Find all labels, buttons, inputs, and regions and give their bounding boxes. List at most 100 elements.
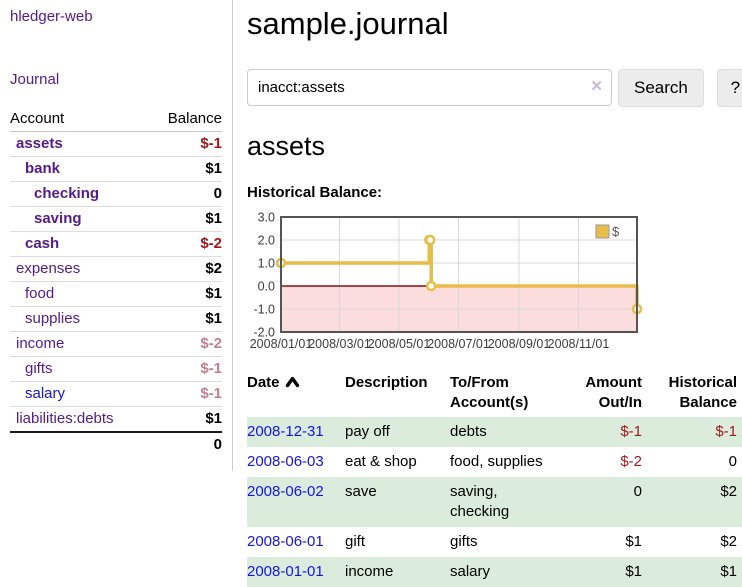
register-body: 2008-12-31 pay off debts $-1 $-1 2008-06-03 ea… — [247, 417, 742, 587]
sidebar-balance-value: $1 — [149, 206, 222, 232]
sidebar-account-cell: gifts — [10, 356, 150, 382]
svg-text:2008/09/01: 2008/09/01 — [488, 337, 551, 351]
register-date-cell: 2008-06-03 — [247, 447, 345, 477]
historical-balance-label: Historical Balance: — [247, 184, 383, 202]
register-amount-cell: 0 — [633, 483, 642, 501]
sidebar-account-salary[interactable]: salary — [25, 385, 66, 402]
svg-text:1.0: 1.0 — [258, 257, 275, 271]
register-description-cell: gift — [345, 533, 366, 551]
sidebar: hledger-web Journal Account Balance asse… — [0, 0, 233, 471]
sidebar-balance-row: salary $-1 — [10, 381, 222, 407]
sidebar-balance-value: 0 — [149, 181, 222, 207]
description-column-header: Description — [345, 374, 428, 392]
register-row: 2008-06-02 save saving, checking 0 $2 — [247, 477, 742, 528]
sidebar-balance-row: income $-2 — [10, 331, 222, 357]
sidebar-balance-row: food $1 — [10, 281, 222, 307]
date-column-header[interactable]: Date — [247, 369, 345, 417]
sidebar-account-expenses[interactable]: expenses — [16, 260, 81, 277]
svg-text:$: $ — [612, 224, 620, 239]
search-input[interactable] — [247, 69, 612, 107]
sidebar-balance-value: $-2 — [149, 331, 222, 357]
sidebar-account-income[interactable]: income — [16, 335, 65, 352]
sidebar-account-checking[interactable]: checking — [34, 185, 100, 202]
sidebar-account-gifts[interactable]: gifts — [25, 360, 53, 377]
sidebar-account-supplies[interactable]: supplies — [25, 310, 81, 327]
svg-text:2008/11/01: 2008/11/01 — [548, 337, 610, 351]
transaction-date-link[interactable]: 2008-06-01 — [247, 533, 324, 551]
sort-ascending-icon — [285, 377, 299, 388]
register-date-cell: 2008-01-01 — [247, 557, 345, 587]
sidebar-balances-body: assets $-1 bank $1 checking 0 saving $1 cash $-2 e… — [10, 131, 222, 433]
sidebar-balance-row: bank $1 — [10, 156, 222, 182]
sidebar-balance-row: saving $1 — [10, 206, 222, 232]
sidebar-balance-row: liabilities:debts $1 — [10, 406, 222, 433]
register-accounts-cell: saving, checking — [450, 483, 510, 521]
register-balance-cell: 0 — [728, 453, 737, 471]
register-accounts-cell: food, supplies — [450, 453, 543, 471]
clear-search-icon[interactable]: ✕ — [590, 78, 603, 96]
sidebar-account-cell: expenses — [10, 256, 150, 282]
account-heading: assets — [247, 130, 326, 161]
brand-link[interactable]: hledger-web — [10, 8, 93, 25]
help-button[interactable]: ? — [716, 68, 742, 107]
sidebar-account-cell: bank — [10, 156, 150, 182]
sidebar-account-food[interactable]: food — [25, 285, 55, 302]
sidebar-balance-row: checking 0 — [10, 181, 222, 207]
sidebar-balance-value: $1 — [149, 406, 222, 433]
accounts-column-header: To/From Account(s) — [450, 374, 529, 412]
sidebar-account-bank[interactable]: bank — [25, 160, 61, 177]
sidebar-balance-value: $-1 — [149, 381, 222, 407]
svg-text:-1.0: -1.0 — [253, 303, 275, 317]
historical-balance-chart[interactable]: $3.0 2.0 1.0 0.0 -1.0 -2.02008/01/012008/03/0… — [247, 211, 649, 353]
search-button[interactable]: Search — [618, 68, 704, 107]
sidebar-balance-row: expenses $2 — [10, 256, 222, 282]
register-amount-cell: $1 — [625, 563, 642, 581]
register-accounts-cell: gifts — [450, 533, 478, 551]
search-form: ✕ Search ? — [247, 68, 742, 107]
svg-text:2.0: 2.0 — [258, 234, 275, 248]
svg-text:-2.0: -2.0 — [253, 326, 275, 340]
register-row: 2008-12-31 pay off debts $-1 $-1 — [247, 417, 742, 448]
register-balance-cell: $1 — [720, 563, 737, 581]
transaction-date-link[interactable]: 2008-06-02 — [247, 483, 324, 501]
main-content: sample.journal ✕ Search ? assets Histori… — [233, 0, 742, 587]
svg-text:2008/05/01: 2008/05/01 — [368, 337, 431, 351]
sidebar-account-saving[interactable]: saving — [34, 210, 82, 227]
total-spacer — [10, 431, 150, 457]
date-header-label: Date — [247, 374, 280, 392]
account-column-header: Account — [10, 106, 150, 132]
register-amount-cell: $-2 — [620, 453, 642, 471]
register-description-cell: eat & shop — [345, 453, 417, 471]
sidebar-item-journal[interactable]: Journal — [10, 71, 60, 88]
sidebar-account-assets[interactable]: assets — [16, 135, 63, 152]
balance-column-header: Balance — [149, 106, 222, 132]
search-box: ✕ — [247, 69, 612, 107]
svg-text:2008/03/01: 2008/03/01 — [308, 337, 371, 351]
sidebar-account-cell: food — [10, 281, 150, 307]
register-amount-cell: $1 — [625, 533, 642, 551]
sidebar-account-cell: cash — [10, 231, 150, 257]
total-balance-value: 0 — [149, 431, 222, 457]
register-row: 2008-01-01 income salary $1 $1 — [247, 557, 742, 587]
svg-text:0.0: 0.0 — [258, 280, 275, 294]
sidebar-balance-value: $-1 — [149, 131, 222, 157]
transaction-date-link[interactable]: 2008-01-01 — [247, 563, 324, 581]
svg-text:3.0: 3.0 — [258, 211, 275, 225]
transaction-date-link[interactable]: 2008-12-31 — [247, 423, 324, 441]
register-table: Date Description To/From Account(s) Amou… — [247, 369, 742, 587]
sidebar-account-cash[interactable]: cash — [25, 235, 60, 252]
balances-total-row: 0 — [10, 431, 222, 457]
transaction-date-link[interactable]: 2008-06-03 — [247, 453, 324, 471]
sidebar-account-liabilities-debts[interactable]: liabilities:debts — [16, 410, 114, 427]
register-amount-cell: $-1 — [620, 423, 642, 441]
register-balance-cell: $-1 — [715, 423, 737, 441]
sidebar-balance-row: supplies $1 — [10, 306, 222, 332]
sidebar-account-cell: salary — [10, 381, 150, 407]
sidebar-account-cell: checking — [10, 181, 150, 207]
sidebar-account-cell: saving — [10, 206, 150, 232]
page-title: sample.journal — [247, 6, 449, 41]
sidebar-balance-row: cash $-2 — [10, 231, 222, 257]
sidebar-account-cell: assets — [10, 131, 150, 157]
sidebar-balance-value: $1 — [149, 156, 222, 182]
